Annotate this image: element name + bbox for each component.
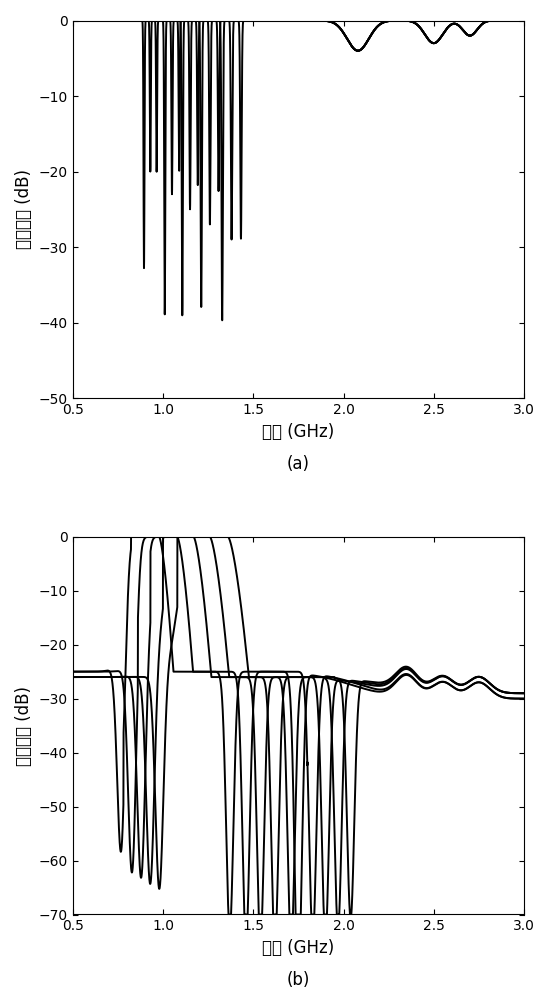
X-axis label: 频率 (GHz): 频率 (GHz)	[262, 939, 334, 957]
Text: (b): (b)	[287, 971, 310, 989]
Y-axis label: 传输特性 (dB): 传输特性 (dB)	[15, 686, 33, 766]
X-axis label: 频率 (GHz): 频率 (GHz)	[262, 423, 334, 441]
Y-axis label: 回波损耗 (dB): 回波损耗 (dB)	[15, 169, 33, 249]
Text: (a): (a)	[287, 455, 310, 473]
